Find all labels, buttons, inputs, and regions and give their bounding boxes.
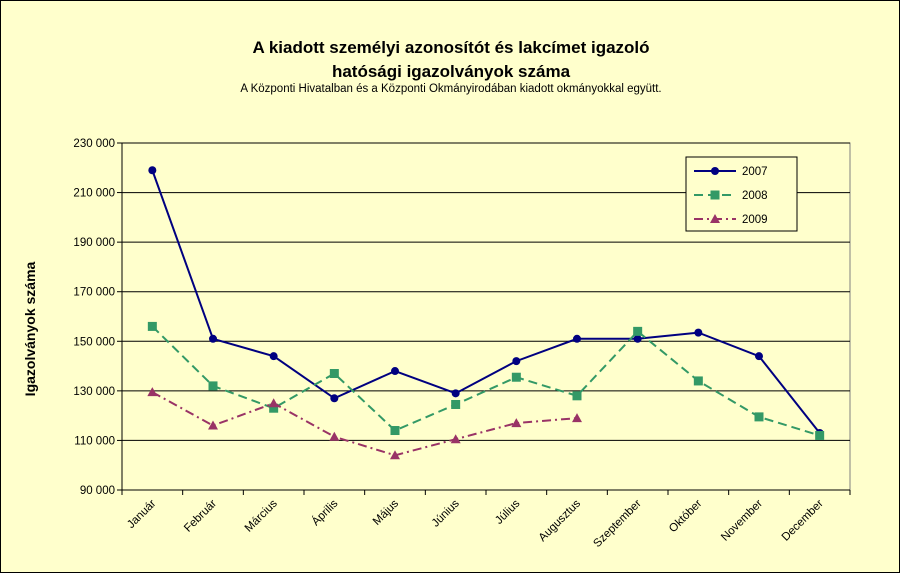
- chart-title-line1: A kiadott személyi azonosítót és lakcíme…: [252, 38, 650, 57]
- data-point-2007: [269, 352, 278, 361]
- series-line-2007: [151, 169, 821, 434]
- data-point-2008: [511, 372, 521, 382]
- data-point-2009: [268, 398, 279, 408]
- x-tick-label: Április: [309, 497, 341, 529]
- y-tick-label: 190 000: [73, 237, 115, 249]
- x-tick-label: November: [719, 498, 765, 544]
- chart-subtitle: A Központi Hivatalban és a Központi Okmá…: [240, 83, 662, 95]
- data-point-2008: [815, 430, 825, 440]
- data-point-2007: [148, 166, 157, 175]
- x-tick-label: Augusztus: [537, 497, 584, 544]
- y-tick-label: 150 000: [73, 336, 115, 348]
- legend-marker-2009: [710, 214, 720, 223]
- y-tick-label: 130 000: [73, 386, 115, 398]
- data-point-2008: [390, 426, 400, 436]
- data-point-2009: [572, 413, 582, 423]
- x-tick-label: Március: [243, 497, 280, 534]
- data-point-2007: [330, 394, 339, 403]
- y-tick-label: 170 000: [73, 287, 115, 299]
- x-tick-label: Július: [493, 497, 522, 526]
- x-tick-label: Május: [371, 497, 401, 527]
- data-point-2007: [573, 334, 581, 343]
- legend-label-2009: 2009: [742, 214, 768, 226]
- data-point-2007: [633, 334, 642, 343]
- data-point-2007: [512, 357, 521, 366]
- data-point-2009: [511, 418, 522, 428]
- chart-title-line2: hatósági igazolványok száma: [331, 62, 571, 81]
- data-point-2009: [390, 450, 400, 460]
- data-point-2007: [755, 352, 763, 361]
- legend-marker-2007: [711, 167, 719, 175]
- data-point-2009: [147, 387, 158, 397]
- series-line-2009: [151, 391, 578, 457]
- data-point-2007: [451, 389, 460, 398]
- data-point-2008: [572, 391, 582, 401]
- data-point-2009: [208, 420, 218, 430]
- y-tick-label: 230 000: [73, 138, 115, 150]
- y-tick-label: 210 000: [73, 188, 115, 200]
- x-tick-label: Február: [182, 498, 219, 535]
- data-point-2008: [208, 381, 218, 391]
- data-point-2008: [147, 321, 157, 331]
- legend-label-2007: 2007: [742, 166, 768, 178]
- x-tick-label: December: [780, 498, 826, 544]
- x-tick-label: Szeptember: [591, 498, 643, 550]
- data-point-2008: [693, 376, 703, 386]
- data-point-2008: [269, 403, 279, 413]
- data-point-2007: [391, 367, 399, 376]
- data-point-2008: [329, 369, 339, 379]
- data-point-2008: [451, 399, 461, 409]
- x-tick-label: Október: [667, 498, 705, 536]
- data-point-2008: [754, 412, 764, 422]
- data-point-2009: [329, 431, 340, 441]
- x-tick-label: Június: [430, 497, 462, 529]
- y-tick-label: 90 000: [80, 485, 115, 497]
- y-tick-label: 110 000: [74, 435, 115, 447]
- data-point-2009: [450, 434, 461, 444]
- series-line-2008: [151, 325, 820, 437]
- legend-label-2008: 2008: [742, 190, 768, 202]
- legend-marker-2008: [710, 190, 720, 200]
- x-tick-label: Január: [125, 498, 158, 531]
- data-point-2007: [694, 328, 703, 337]
- data-point-2008: [633, 326, 643, 336]
- chart-title: A kiadott személyi azonosítót és lakcíme…: [0, 36, 902, 84]
- legend: [685, 156, 798, 232]
- data-point-2007: [209, 334, 217, 343]
